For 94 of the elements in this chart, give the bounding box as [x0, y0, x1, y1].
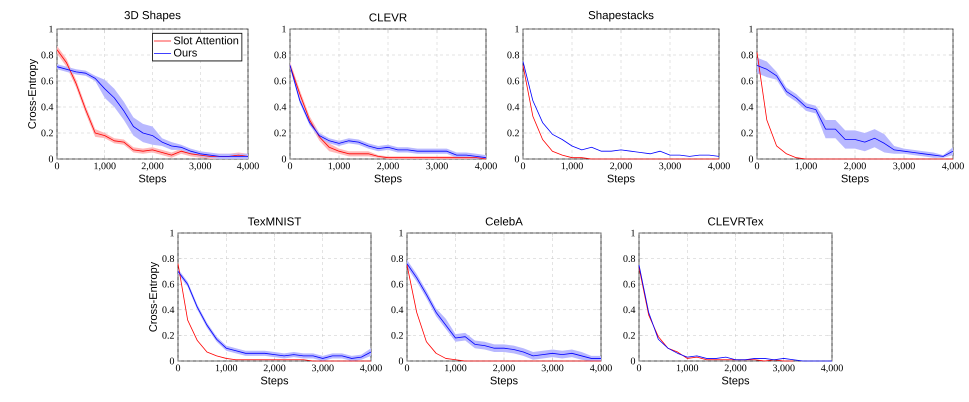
chart-title: Shapestacks: [588, 10, 654, 22]
x-tick-label: 2,000: [610, 162, 632, 171]
x-tick-label: 0: [404, 364, 410, 372]
y-tick-label: 0.8: [274, 52, 286, 58]
y-tick-label: 0.2: [507, 130, 519, 136]
y-tick-label: 0.6: [41, 78, 54, 84]
y-tick-label: 0.4: [162, 306, 174, 314]
x-tick-label: 3,000: [312, 364, 334, 373]
y-tick-label: 0.2: [41, 130, 53, 136]
x-tick-label: 2,000: [844, 162, 866, 171]
y-axis-title: Cross-Entropy: [149, 262, 160, 332]
x-tick-label: 1,000: [796, 162, 817, 171]
x-tick-label: 4,000: [708, 162, 730, 171]
x-tick-label: 0: [288, 162, 292, 170]
x-tick-label: 4,000: [236, 162, 259, 171]
x-tick-label: 1,000: [328, 162, 350, 171]
y-tick-label: 0.6: [391, 280, 404, 288]
x-tick-label: 3,000: [772, 364, 795, 373]
y-tick-label: 0.4: [391, 306, 404, 314]
y-tick-label: 0.4: [623, 306, 636, 314]
legend-label: Ours: [174, 48, 197, 57]
x-tick-label: 2,000: [493, 364, 515, 373]
y-tick-label: 1: [170, 230, 174, 236]
y-tick-label: 0: [398, 358, 404, 364]
y-tick-label: 1: [749, 26, 753, 32]
y-tick-label: 0.8: [41, 52, 54, 58]
chart-title: TexMNIST: [248, 217, 302, 226]
chart-title: CLEVR: [369, 13, 407, 22]
x-axis-title: Steps: [374, 174, 402, 185]
y-tick-label: 0.6: [274, 78, 286, 84]
y-tick-label: 1: [399, 230, 403, 236]
x-tick-label: 4,000: [474, 162, 497, 171]
x-tick-label: 1,000: [445, 364, 466, 373]
y-tick-label: 1: [49, 26, 53, 32]
y-tick-label: 0.4: [41, 104, 54, 110]
y-tick-label: 0.8: [162, 255, 174, 262]
chart-title: CLEVRTex: [708, 217, 764, 226]
y-tick-label: 0.4: [274, 104, 286, 110]
x-tick-label: 2,000: [142, 162, 164, 171]
y-tick-label: 0.6: [741, 78, 754, 84]
y-tick-label: 1: [282, 26, 286, 32]
x-tick-label: 0: [176, 364, 180, 372]
x-tick-label: 0: [636, 364, 642, 372]
y-tick-label: 0.2: [623, 332, 635, 339]
y-tick-label: 0: [748, 156, 754, 162]
y-tick-label: 0: [282, 156, 286, 162]
x-tick-label: 4,000: [590, 364, 612, 373]
y-tick-label: 0.8: [623, 255, 636, 262]
y-tick-label: 0.6: [623, 280, 636, 288]
x-tick-label: 1,000: [676, 364, 698, 373]
x-axis-title: Steps: [490, 376, 518, 387]
x-axis-title: Steps: [841, 174, 869, 185]
y-tick-label: 0.2: [274, 130, 286, 136]
x-axis-title: Steps: [607, 174, 635, 185]
x-axis-title: Steps: [722, 376, 750, 387]
y-tick-label: 0.6: [162, 280, 174, 288]
x-tick-label: 1,000: [562, 162, 583, 171]
chart-title: CelebA: [486, 217, 523, 226]
y-axis-title: Cross-Entropy: [28, 58, 38, 129]
x-tick-label: 3,000: [189, 162, 212, 171]
y-tick-label: 0.8: [507, 52, 520, 58]
y-tick-label: 0.4: [507, 104, 520, 110]
y-tick-label: 0.8: [391, 255, 404, 262]
x-tick-label: 2,000: [264, 364, 286, 373]
x-tick-label: 4,000: [942, 162, 964, 171]
y-tick-label: 0: [48, 156, 54, 162]
y-tick-label: 0.2: [741, 130, 753, 136]
x-tick-label: 1,000: [216, 364, 238, 373]
y-tick-label: 1: [631, 230, 635, 236]
y-tick-label: 0.4: [741, 104, 754, 110]
y-tick-label: 0.6: [507, 78, 520, 84]
x-tick-label: 0: [54, 162, 60, 170]
x-tick-label: 3,000: [426, 162, 448, 171]
x-tick-label: 2,000: [724, 364, 746, 373]
y-tick-label: 0: [630, 358, 636, 364]
x-tick-label: 0: [520, 162, 526, 170]
y-tick-label: 0: [170, 358, 174, 364]
x-tick-label: 2,000: [377, 162, 399, 171]
x-tick-label: 3,000: [893, 162, 915, 171]
x-tick-label: 3,000: [542, 364, 564, 373]
x-axis-title: Steps: [138, 174, 166, 185]
chart-title: 3D Shapes: [124, 10, 181, 22]
y-tick-label: 0.2: [162, 332, 174, 339]
y-tick-label: 0: [514, 156, 520, 162]
x-tick-label: 3,000: [659, 162, 681, 171]
x-tick-label: 4,000: [360, 364, 382, 373]
legend-label: Slot Attention: [174, 36, 238, 44]
x-tick-label: 4,000: [820, 364, 843, 373]
y-tick-label: 0.8: [741, 52, 754, 58]
x-tick-label: 0: [754, 162, 760, 170]
y-tick-label: 0.2: [391, 332, 403, 339]
x-tick-label: 1,000: [94, 162, 116, 171]
y-tick-label: 1: [515, 26, 519, 32]
x-axis-title: Steps: [260, 376, 288, 387]
